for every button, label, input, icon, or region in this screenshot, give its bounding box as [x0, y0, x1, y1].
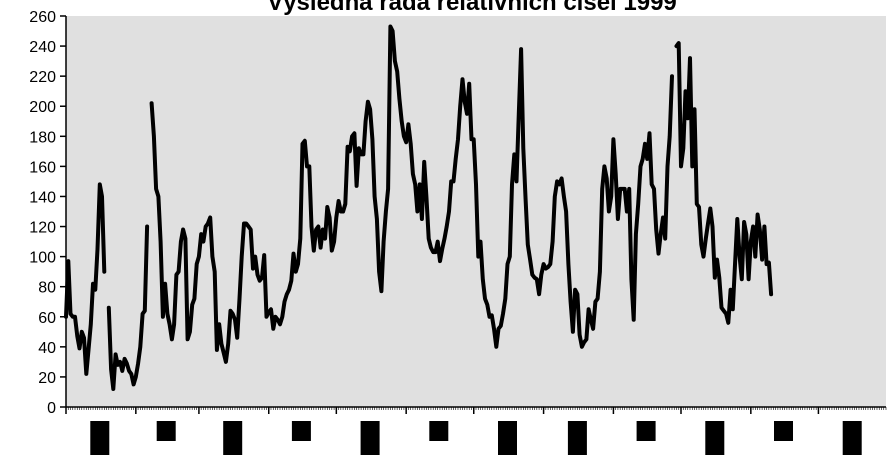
series-segment [106, 224, 150, 391]
y-tick-label: 120 [29, 220, 56, 237]
y-tick-label: 240 [29, 39, 56, 56]
y-tick-label: 160 [29, 159, 56, 176]
y-tick-label: 60 [38, 310, 56, 327]
y-tick-label: 260 [29, 9, 56, 26]
month-marker-VI [429, 421, 449, 441]
month-marker-III [223, 421, 243, 455]
month-marker-IV [291, 421, 311, 441]
month-marker-V [360, 421, 380, 455]
y-axis: 0 20 40 60 80 100 120 140 160 180 200 220 240 260 [29, 9, 67, 417]
month-marker-X [705, 421, 725, 455]
month-marker-XI [774, 421, 793, 441]
series-segment [674, 41, 774, 325]
y-tick-label: 180 [29, 129, 56, 146]
category-markers [90, 421, 862, 455]
month-marker-I [90, 421, 110, 455]
y-tick-label: 220 [29, 69, 56, 86]
series-segment [149, 24, 674, 364]
month-marker-XII [842, 421, 862, 455]
y-tick-label: 20 [38, 370, 56, 387]
y-tick-label: 140 [29, 189, 56, 206]
month-marker-VIII [567, 421, 587, 455]
y-tick-label: 80 [38, 280, 56, 297]
chart-title: Výsledná řada relativních čísel 1999 [267, 0, 677, 16]
series-line [64, 24, 774, 391]
y-tick-label: 0 [47, 400, 56, 417]
month-marker-II [156, 421, 176, 441]
month-marker-VII [498, 421, 517, 455]
month-marker-IX [636, 421, 656, 441]
y-tick-label: 40 [38, 340, 56, 357]
series-segment [64, 182, 107, 376]
x-axis [65, 406, 887, 414]
y-tick-label: 200 [29, 99, 56, 116]
y-tick-label: 100 [29, 250, 56, 267]
